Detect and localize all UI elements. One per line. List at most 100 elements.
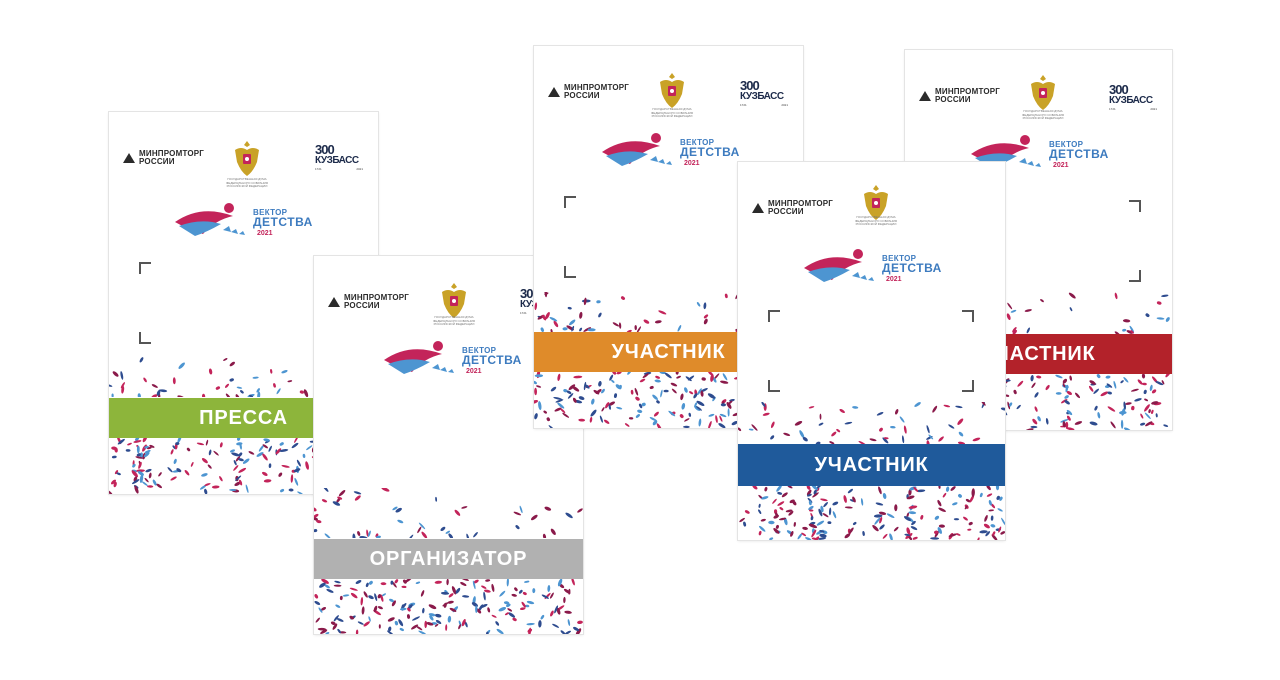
confetti-petal	[847, 488, 853, 494]
confetti-petal	[121, 385, 125, 394]
confetti-petal	[1001, 517, 1005, 526]
confetti-petal	[333, 615, 339, 622]
confetti-petal	[943, 404, 951, 408]
confetti-petal	[806, 486, 811, 490]
confetti-petal	[680, 393, 684, 401]
confetti-petal	[429, 615, 434, 621]
confetti-petal	[988, 509, 994, 512]
confetti-petal	[229, 378, 234, 382]
confetti-petal	[578, 418, 586, 422]
confetti-petal	[726, 401, 732, 409]
confetti-petal	[1004, 394, 1010, 397]
emblem-caption: ГОСУДАРСТВЕННАЯ ДУМА ФЕДЕРАЛЬНОГО СОБРАНИ…	[226, 177, 268, 188]
confetti-petal	[440, 526, 446, 532]
confetti-petal	[549, 592, 554, 599]
confetti-petal	[1036, 375, 1042, 379]
confetti-petal	[495, 621, 500, 626]
confetti-petal	[656, 400, 660, 404]
confetti-petal	[563, 389, 568, 393]
confetti-petal	[199, 484, 207, 490]
confetti-petal	[769, 537, 774, 540]
confetti-petal	[1006, 313, 1011, 321]
confetti-petal	[190, 461, 194, 467]
confetti-petal	[326, 588, 334, 593]
confetti-petal	[518, 589, 523, 594]
confetti-petal	[1144, 412, 1151, 420]
confetti-petal	[515, 525, 520, 530]
confetti-petal	[440, 591, 450, 595]
confetti-petal	[659, 372, 666, 374]
confetti-petal	[1062, 378, 1068, 384]
confetti-petal	[342, 594, 350, 597]
confetti-petal	[983, 523, 990, 529]
confetti-petal	[708, 413, 715, 417]
confetti-petal	[601, 407, 605, 412]
confetti-petal	[380, 594, 384, 602]
confetti-petal	[1062, 421, 1066, 428]
confetti-petal	[658, 310, 667, 315]
confetti-petal	[177, 395, 185, 397]
confetti-petal	[455, 587, 461, 594]
confetti-petal	[204, 488, 208, 494]
confetti-petal	[355, 579, 362, 585]
confetti-petal	[731, 420, 739, 426]
confetti-petal	[321, 499, 328, 503]
confetti-petal	[152, 479, 157, 486]
confetti-petal	[207, 464, 212, 469]
confetti-petal	[839, 408, 845, 414]
confetti-petal	[201, 458, 208, 464]
confetti-petal	[1163, 424, 1169, 427]
confetti-petal	[639, 378, 646, 383]
confetti-petal	[135, 438, 140, 441]
confetti-petal	[503, 601, 510, 605]
confetti-petal	[263, 479, 272, 483]
photo-placeholder	[768, 310, 974, 392]
confetti-petal	[696, 400, 705, 407]
confetti-petal	[932, 405, 938, 413]
confetti-petal	[281, 370, 288, 374]
confetti-petal	[815, 441, 821, 444]
confetti-petal	[668, 410, 676, 417]
confetti-petal	[498, 607, 507, 612]
confetti-petal	[229, 488, 237, 492]
confetti-petal	[583, 327, 592, 332]
confetti-petal	[550, 528, 556, 535]
confetti-petal	[381, 593, 386, 597]
confetti-petal	[479, 603, 488, 609]
confetti-petal	[302, 453, 306, 458]
confetti-petal	[999, 496, 1003, 501]
confetti-petal	[1074, 421, 1083, 425]
confetti-petal	[557, 579, 563, 587]
confetti-petal	[720, 403, 726, 407]
confetti-petal	[1148, 409, 1151, 414]
confetti-petal	[125, 449, 131, 452]
confetti-petal	[377, 594, 382, 599]
confetti-petal	[109, 490, 113, 494]
confetti-petal	[120, 382, 125, 389]
confetti-petal	[491, 614, 497, 618]
confetti-petal	[156, 483, 162, 489]
confetti-petal	[1113, 380, 1117, 389]
confetti-petal	[990, 524, 996, 528]
confetti-petal	[548, 425, 554, 428]
confetti-petal	[938, 524, 945, 528]
confetti-petal	[544, 506, 552, 511]
confetti-petal	[314, 507, 317, 512]
role-bar: ОРГАНИЗАТОР	[314, 539, 583, 579]
confetti-petal	[397, 519, 404, 524]
confetti-petal	[466, 533, 470, 538]
confetti-petal	[391, 600, 396, 607]
confetti-petal	[689, 391, 694, 395]
confetti-petal	[762, 412, 770, 416]
confetti-petal	[684, 418, 690, 422]
confetti-petal	[852, 521, 857, 526]
confetti-petal	[979, 530, 988, 534]
confetti-petal	[337, 496, 343, 500]
confetti-petal	[462, 595, 470, 598]
confetti-petal	[698, 418, 702, 427]
confetti-petal	[184, 469, 190, 476]
confetti-petal	[882, 492, 887, 500]
confetti-petal	[873, 514, 883, 518]
confetti-petal	[398, 619, 404, 627]
confetti-petal	[219, 476, 223, 482]
